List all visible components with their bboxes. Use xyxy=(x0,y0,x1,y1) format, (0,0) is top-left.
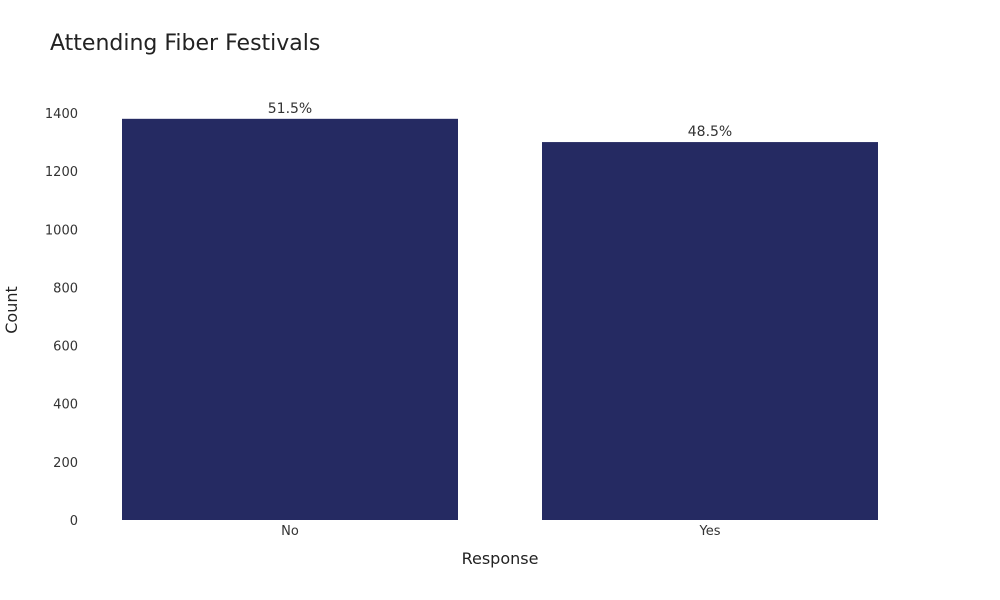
x-tick-label: Yes xyxy=(699,524,721,539)
x-axis-title: Response xyxy=(462,549,539,568)
y-tick-label: 600 xyxy=(53,340,78,355)
y-axis-title: Count xyxy=(2,286,21,334)
y-tick-label: 0 xyxy=(70,514,78,529)
y-tick-label: 1000 xyxy=(45,223,78,238)
y-tick-label: 1200 xyxy=(45,165,78,180)
chart-title: Attending Fiber Festivals xyxy=(50,31,320,56)
bars-group xyxy=(122,118,878,521)
data-labels-group: 51.5% 48.5% xyxy=(268,101,732,140)
data-label: 51.5% xyxy=(268,101,312,117)
y-tick-label: 1400 xyxy=(45,107,78,122)
y-tick-label: 400 xyxy=(53,398,78,413)
y-tick-label: 800 xyxy=(53,281,78,296)
y-tick-label: 200 xyxy=(53,456,78,471)
y-axis-ticks: 0 200 400 600 800 1000 1200 1400 xyxy=(45,107,78,529)
x-tick-label: No xyxy=(281,524,299,539)
bar-yes xyxy=(542,142,878,521)
bar-no xyxy=(122,118,458,521)
x-axis-ticks: No Yes xyxy=(281,524,721,539)
data-label: 48.5% xyxy=(688,124,732,140)
